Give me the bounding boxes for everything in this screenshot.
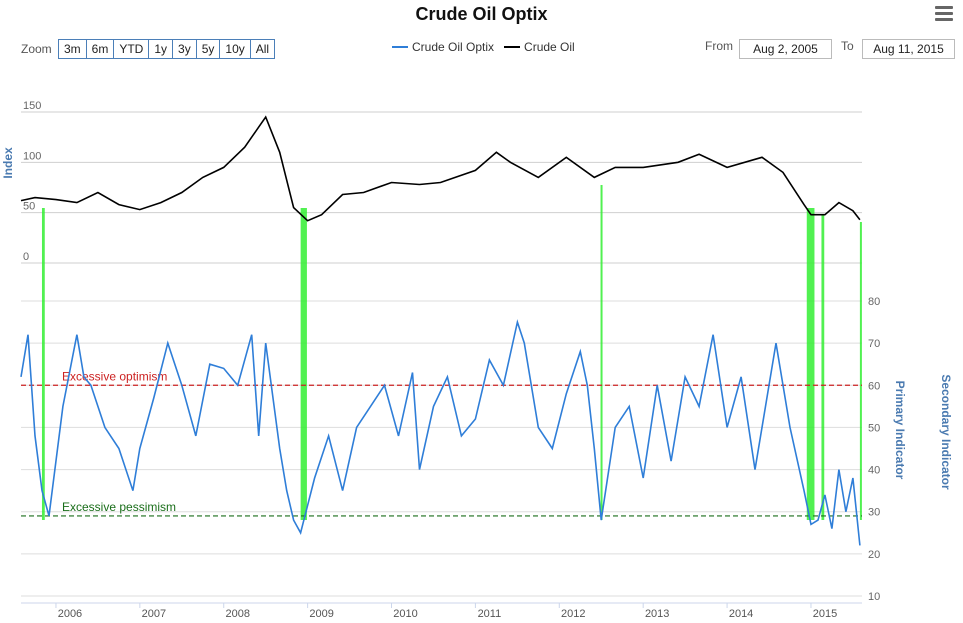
x-tick-label: 2012	[561, 608, 585, 620]
upper-y-tick-label: 0	[23, 251, 29, 263]
signal-highlight-band	[821, 214, 825, 520]
x-tick-label: 2007	[142, 608, 166, 620]
legend-item-optix[interactable]: Crude Oil Optix	[392, 40, 494, 54]
crude-oil-series-line	[20, 115, 861, 222]
upper-y-tick-label: 50	[23, 201, 35, 213]
legend-label-optix: Crude Oil Optix	[412, 40, 495, 54]
lower-y-tick-label: 20	[868, 549, 880, 561]
zoom-3y-button[interactable]: 3y	[173, 39, 197, 59]
reference-line-label: Excessive optimism	[62, 369, 167, 383]
lower-y-tick-label: 40	[868, 465, 880, 477]
optix-series-line	[20, 319, 861, 546]
zoom-all-button[interactable]: All	[250, 39, 276, 59]
signal-highlight-band	[300, 208, 307, 520]
upper-y-axis-title: Index	[1, 147, 15, 179]
zoom-3m-button[interactable]: 3m	[58, 39, 87, 59]
x-tick-label: 2009	[309, 608, 333, 620]
lower-y-tick-label: 30	[868, 507, 880, 519]
zoom-1y-button[interactable]: 1y	[149, 39, 174, 59]
signal-highlight-band	[600, 185, 603, 520]
x-tick-label: 2011	[478, 608, 502, 620]
x-tick-label: 2013	[645, 608, 669, 620]
legend-swatch-crude-oil	[504, 46, 521, 48]
secondary-axis-title: Secondary Indicator	[939, 374, 953, 490]
zoom-ytd-button[interactable]: YTD	[114, 39, 150, 59]
lower-y-tick-label: 80	[868, 296, 880, 308]
signal-highlight-band	[41, 208, 45, 520]
zoom-label: Zoom	[21, 42, 52, 56]
x-tick-label: 2008	[225, 608, 249, 620]
menu-icon[interactable]	[935, 6, 953, 22]
lower-y-tick-label: 10	[868, 591, 880, 603]
lower-y-tick-label: 70	[868, 338, 880, 350]
legend-swatch-optix	[392, 46, 408, 48]
reference-line-label: Excessive pessimism	[62, 500, 176, 514]
zoom-6m-button[interactable]: 6m	[86, 39, 115, 59]
highlight-bands	[41, 185, 862, 520]
to-label: To	[841, 39, 854, 53]
x-tick-label: 2014	[729, 608, 753, 620]
x-tick-label: 2006	[58, 608, 82, 620]
x-tick-label: 2010	[393, 608, 417, 620]
x-tick-label: 2015	[813, 608, 837, 620]
to-date-input[interactable]: Aug 11, 2015	[862, 39, 955, 59]
upper-y-tick-label: 150	[23, 100, 41, 112]
zoom-10y-button[interactable]: 10y	[220, 39, 251, 59]
signal-highlight-band	[859, 222, 862, 520]
lower-y-tick-label: 60	[868, 380, 880, 392]
reference-lines: Excessive optimism Excessive pessimism	[21, 369, 862, 517]
gridlines	[21, 111, 862, 608]
from-label: From	[705, 39, 733, 53]
legend-item-crude-oil[interactable]: Crude Oil	[504, 40, 575, 54]
axis-labels: 0 50 100 150 10 20 30 40 50 60 70 80 2006 2007 2008 200…	[1, 100, 953, 620]
chart-title: Crude Oil Optix	[415, 4, 548, 24]
primary-axis-title: Primary Indicator	[893, 381, 907, 480]
lower-y-tick-label: 50	[868, 422, 880, 434]
chart-legend: Crude Oil Optix Crude Oil	[392, 40, 575, 54]
zoom-button-group: 3m 6m YTD 1y 3y 5y 10y All	[58, 39, 276, 59]
signal-highlight-band	[806, 208, 815, 520]
zoom-5y-button[interactable]: 5y	[196, 39, 221, 59]
legend-label-crude-oil: Crude Oil	[524, 40, 575, 54]
from-date-input[interactable]: Aug 2, 2005	[739, 39, 832, 59]
upper-y-tick-label: 100	[23, 150, 41, 162]
